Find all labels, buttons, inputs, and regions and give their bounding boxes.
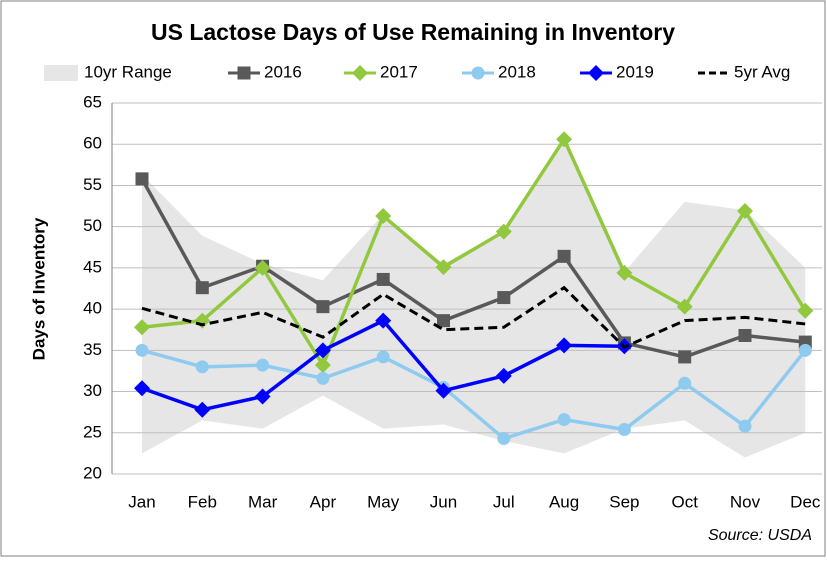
x-tick-label: Jan: [128, 492, 155, 511]
marker: [557, 249, 571, 263]
series: [141, 285, 806, 349]
legend: 10yr Range 2016 2017 2018 2019 5yr Avg: [44, 62, 790, 81]
marker: [435, 259, 452, 276]
marker: [195, 281, 209, 295]
x-tick-label: Jul: [493, 492, 515, 511]
marker: [471, 66, 485, 80]
marker: [678, 376, 692, 390]
marker: [376, 272, 390, 286]
marker: [738, 328, 752, 342]
marker: [195, 360, 209, 374]
marker: [556, 337, 573, 354]
marker: [314, 342, 331, 359]
y-tick-label: 35: [83, 340, 102, 359]
legend-label: 2019: [616, 62, 654, 81]
marker: [134, 380, 150, 397]
y-tick-label: 50: [83, 216, 102, 235]
marker: [678, 350, 692, 364]
legend-label: 2017: [380, 62, 418, 81]
y-tick-label: 20: [83, 463, 102, 482]
x-tick-label: Dec: [790, 492, 821, 511]
marker: [376, 350, 390, 364]
legend-label: 5yr Avg: [734, 62, 790, 81]
legend-label: 10yr Range: [84, 62, 172, 81]
marker: [437, 314, 450, 328]
marker: [135, 343, 149, 357]
marker: [495, 367, 512, 384]
x-tick-label: Nov: [730, 492, 761, 511]
marker: [256, 358, 270, 372]
legend-label: 2018: [498, 62, 536, 81]
marker: [616, 264, 633, 281]
source-note: Source: USDA: [708, 527, 812, 544]
y-tick-label: 40: [83, 299, 102, 318]
marker: [375, 207, 392, 224]
x-tick-label: Jun: [430, 492, 457, 511]
x-tick-label: Sep: [609, 492, 639, 511]
marker: [254, 388, 271, 405]
series: [134, 312, 633, 418]
marker: [617, 422, 631, 436]
y-axis-label: Days of Inventory: [29, 217, 48, 360]
marker: [797, 302, 814, 319]
marker: [194, 401, 211, 418]
x-tick-label: Mar: [248, 492, 278, 511]
chart-title: US Lactose Days of Use Remaining in Inve…: [151, 19, 675, 45]
x-tick-label: Aug: [549, 492, 579, 511]
marker: [352, 65, 368, 81]
series-line: [141, 348, 807, 441]
marker: [375, 312, 392, 329]
marker: [737, 203, 753, 220]
legend-label: 2016: [264, 62, 302, 81]
x-tick-label: Apr: [310, 492, 337, 511]
y-tick-label: 25: [83, 422, 102, 441]
marker: [497, 291, 511, 305]
marker: [495, 223, 512, 240]
y-tick-label: 45: [83, 257, 102, 276]
marker: [314, 357, 331, 374]
marker: [237, 66, 251, 80]
x-tick-label: May: [367, 492, 400, 511]
marker: [798, 343, 812, 357]
range-area: [142, 140, 806, 458]
y-tick-label: 55: [83, 175, 102, 194]
series-line: [141, 135, 807, 370]
series: [134, 131, 814, 374]
y-tick-label: 30: [83, 381, 102, 400]
marker: [556, 131, 573, 148]
marker: [135, 172, 149, 186]
marker: [254, 259, 271, 276]
marker: [435, 382, 452, 399]
series-line: [140, 178, 806, 359]
x-tick-label: Oct: [671, 492, 698, 511]
marker: [316, 371, 330, 385]
x-tick-label: Feb: [188, 492, 217, 511]
marker: [557, 413, 571, 427]
series: [135, 343, 812, 446]
marker: [738, 419, 752, 433]
marker: [134, 319, 150, 336]
marker: [497, 432, 511, 446]
legend-swatch: [44, 65, 78, 81]
marker: [588, 65, 604, 81]
marker: [316, 300, 330, 314]
y-tick-label: 65: [83, 92, 102, 111]
y-tick-label: 60: [83, 134, 102, 153]
series-line: [141, 285, 806, 349]
marker: [676, 298, 693, 315]
